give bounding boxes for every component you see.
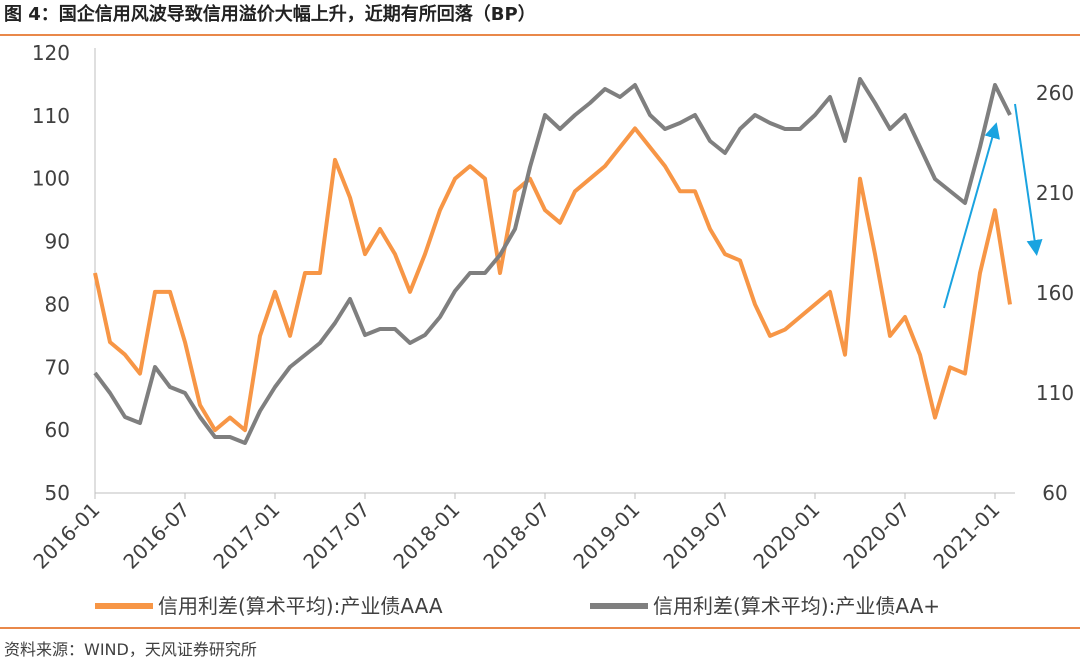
y-tick-label: 70 — [45, 355, 70, 379]
x-tick-label: 2021-01 — [928, 498, 1004, 574]
y-tick-label: 100 — [32, 167, 70, 191]
x-tick-label: 2019-01 — [568, 498, 644, 574]
series-line — [93, 77, 1012, 445]
y2-tick-label: 60 — [1042, 481, 1067, 505]
x-tick-label: 2018-01 — [388, 498, 464, 574]
y2-tick-label: 210 — [1036, 181, 1074, 205]
y-tick-label: 50 — [45, 481, 70, 505]
arrows — [943, 103, 1043, 309]
legend-label: 信用利差(算术平均):产业债AA+ — [653, 594, 940, 618]
legend-label: 信用利差(算术平均):产业债AAA — [158, 594, 443, 618]
y-tick-label: 60 — [45, 418, 70, 442]
series-line — [93, 126, 1012, 433]
x-tick-label: 2020-07 — [838, 498, 914, 574]
x-tick-label: 2016-01 — [28, 498, 104, 574]
y2-tick-label: 260 — [1036, 81, 1074, 105]
x-tick-label: 2017-07 — [298, 498, 374, 574]
y-tick-label: 80 — [45, 292, 70, 316]
x-tick-label: 2016-07 — [118, 498, 194, 574]
x-tick-label: 2020-01 — [748, 498, 824, 574]
up-arrow — [943, 122, 1000, 309]
y2-tick-label: 110 — [1036, 381, 1074, 405]
x-tick-label: 2017-01 — [208, 498, 284, 574]
y-tick-label: 110 — [32, 104, 70, 128]
x-tick-label: 2018-07 — [478, 498, 554, 574]
y-tick-label: 120 — [32, 41, 70, 65]
down-arrow — [1014, 103, 1043, 256]
y-tick-label: 90 — [45, 230, 70, 254]
x-tick-label: 2019-07 — [658, 498, 734, 574]
chart-title: 图 4：国企信用风波导致信用溢价大幅上升，近期有所回落（BP） — [4, 3, 536, 25]
source-note: 资料来源：WIND，天风证券研究所 — [4, 640, 257, 659]
y2-tick-label: 160 — [1036, 281, 1074, 305]
